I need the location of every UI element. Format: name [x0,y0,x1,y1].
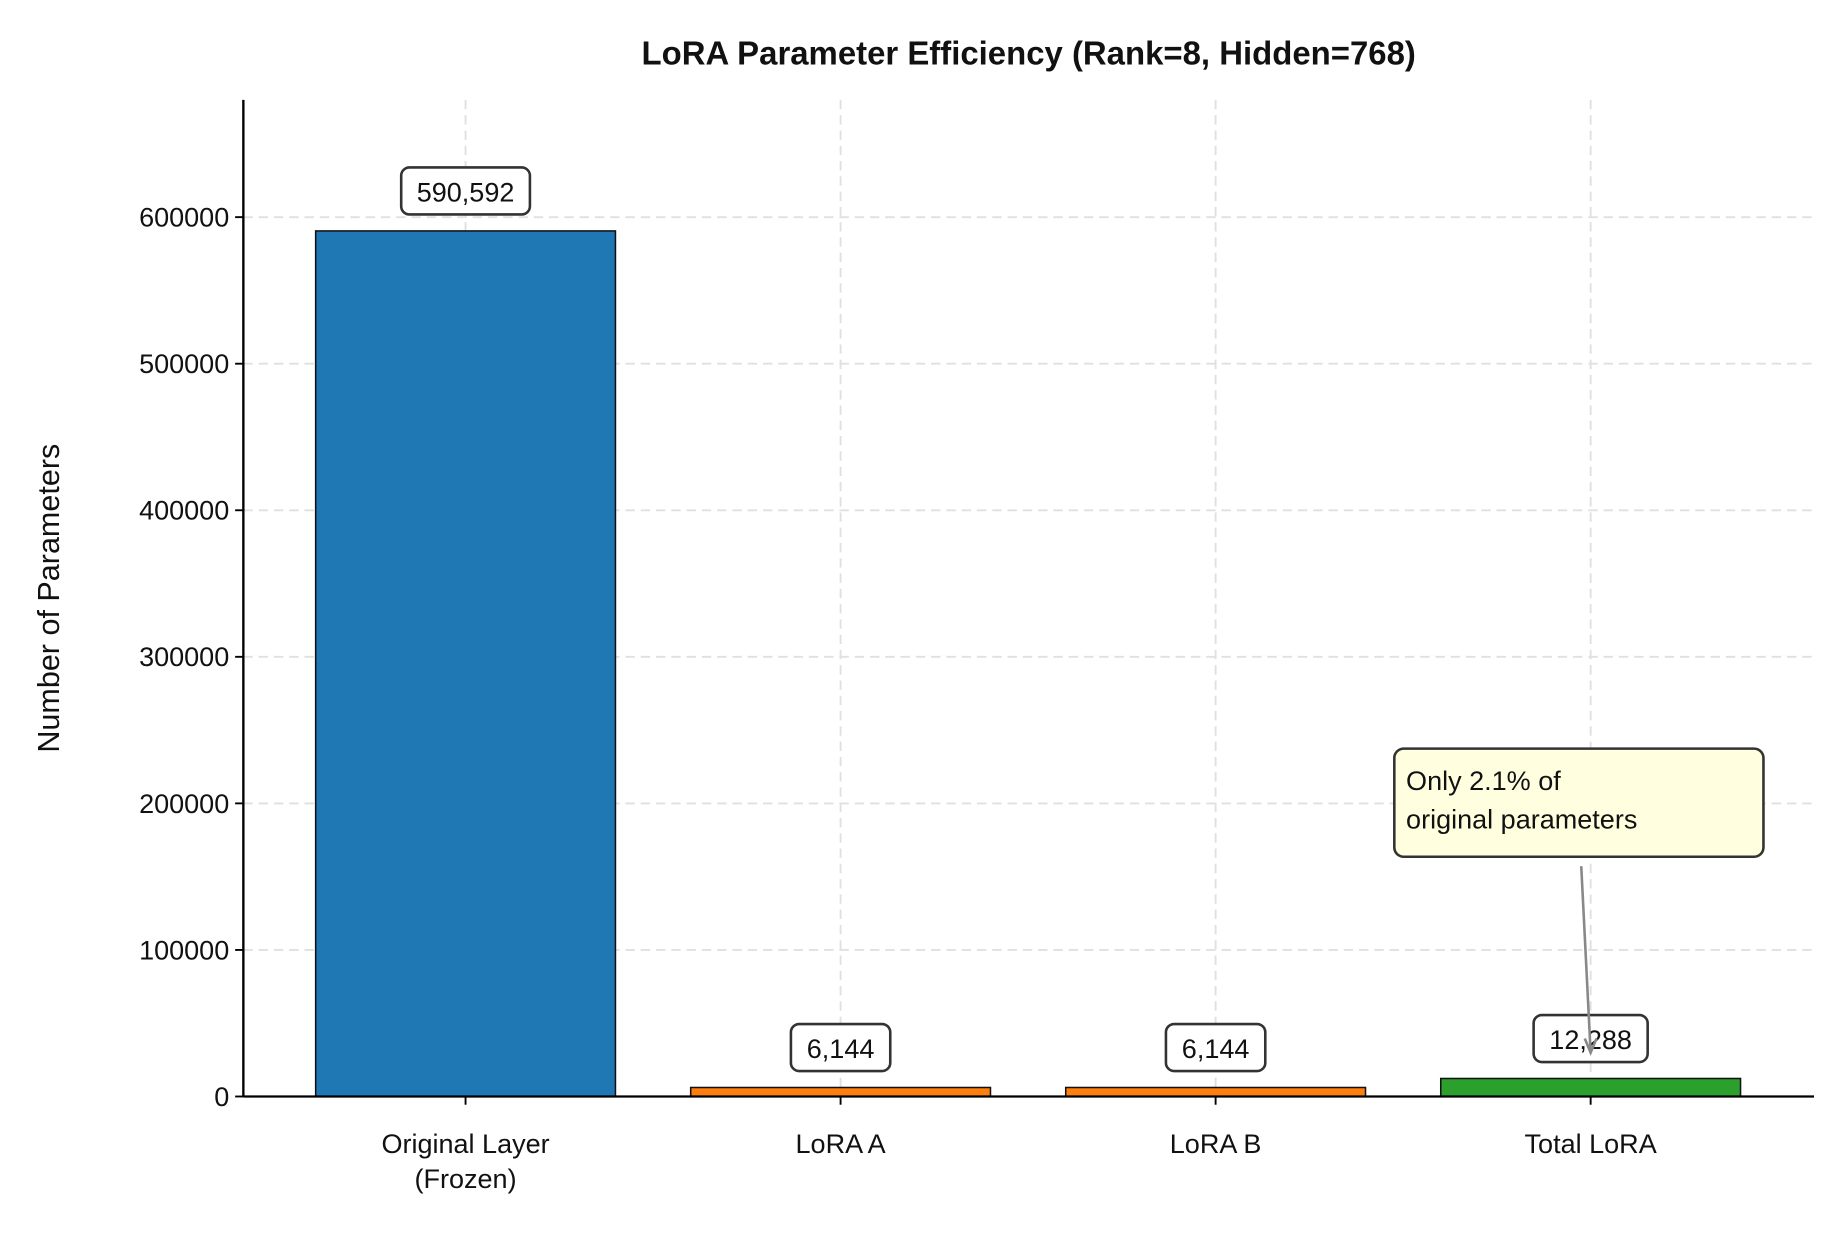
x-tick-label: Original Layer (Frozen) [381,1129,549,1194]
annotation-text: original parameters [1406,805,1637,835]
arrow-head-icon [1583,1038,1598,1056]
annotation-text: Only 2.1% of [1406,766,1561,796]
value-label-box [1164,1022,1267,1073]
x-tick-label-line: Total LoRA [1525,1129,1657,1159]
x-tick-label: Total LoRA [1525,1129,1657,1159]
y-tick-label: 500000 [139,349,229,379]
value-label: 6,144 [1164,1022,1267,1073]
y-ticks: 0 100000 200000 300000 400000 500000 600000 [139,203,244,1112]
bar [1064,1086,1367,1098]
value-label-text: 6,144 [807,1034,875,1064]
y-tick-label: 0 [214,1082,229,1112]
axes [242,99,1815,1098]
bar [1439,1077,1742,1098]
annotation-box [1393,747,1765,859]
y-tick-label: 400000 [139,496,229,526]
x-tick-label-line: Original Layer [381,1129,549,1159]
x-tick-label: LoRA A [796,1129,886,1159]
annotation: Only 2.1% of original parameters [1393,747,1765,1056]
y-tick-label: 100000 [139,935,229,965]
value-label: 6,144 [789,1022,892,1073]
x-ticks: Original Layer (Frozen) LoRA A LoRA B Total … [381,1096,1657,1194]
y-axis-label: Number of Parameters [32,444,66,753]
x-tick-label-line: LoRA B [1170,1129,1262,1159]
value-label-text: 6,144 [1182,1034,1250,1064]
x-tick-label: LoRA B [1170,1129,1262,1159]
bar [689,1086,992,1098]
annotation-arrow [1579,866,1592,1053]
x-tick-label-line: (Frozen) [415,1164,517,1194]
value-label-box [399,166,532,216]
bar [314,230,617,1098]
y-tick-label: 600000 [139,203,229,233]
value-label: 590,592 [399,166,532,216]
bars [314,230,1742,1098]
value-label-box [789,1022,892,1073]
chart-title: LoRA Parameter Efficiency (Rank=8, Hidde… [642,35,1416,72]
value-label-text: 590,592 [417,178,515,208]
y-tick-label: 200000 [139,789,229,819]
x-tick-label-line: LoRA A [796,1129,886,1159]
y-tick-label: 300000 [139,642,229,672]
